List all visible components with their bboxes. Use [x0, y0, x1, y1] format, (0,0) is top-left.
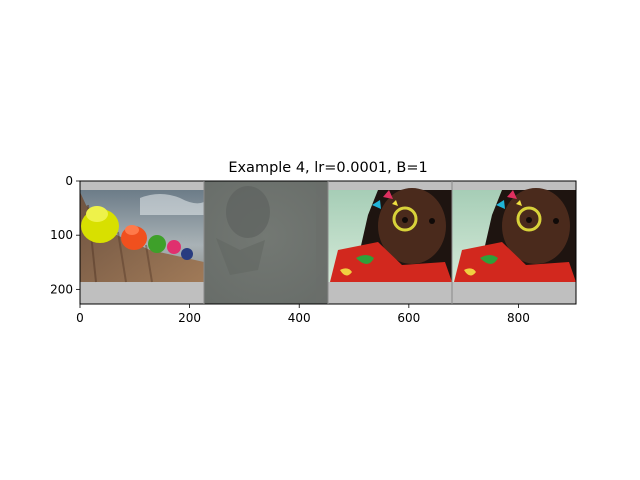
- x-tick-label: 200: [178, 311, 201, 325]
- panel-separators: [203, 181, 453, 304]
- y-tick-label: 100: [50, 228, 73, 242]
- panel-girl-2: [452, 181, 576, 304]
- x-tick-label: 0: [76, 311, 84, 325]
- panel-girl-1: [328, 181, 452, 304]
- x-axis-ticks: 0 200 400 600 800: [76, 304, 530, 325]
- hat-pink: [167, 240, 181, 254]
- x-tick-label: 800: [507, 311, 530, 325]
- y-tick-label: 200: [50, 282, 73, 296]
- x-tick-label: 600: [397, 311, 420, 325]
- figure-title: Example 4, lr=0.0001, B=1: [228, 160, 427, 176]
- hat-navy: [181, 248, 193, 260]
- panel-gray: [204, 181, 328, 304]
- image-mosaic: [80, 181, 576, 304]
- x-tick-label: 400: [288, 311, 311, 325]
- y-axis-ticks: 0 100 200: [50, 174, 80, 296]
- panel-hats: [80, 181, 204, 304]
- y-tick-label: 0: [65, 174, 73, 188]
- hat-green: [148, 235, 166, 253]
